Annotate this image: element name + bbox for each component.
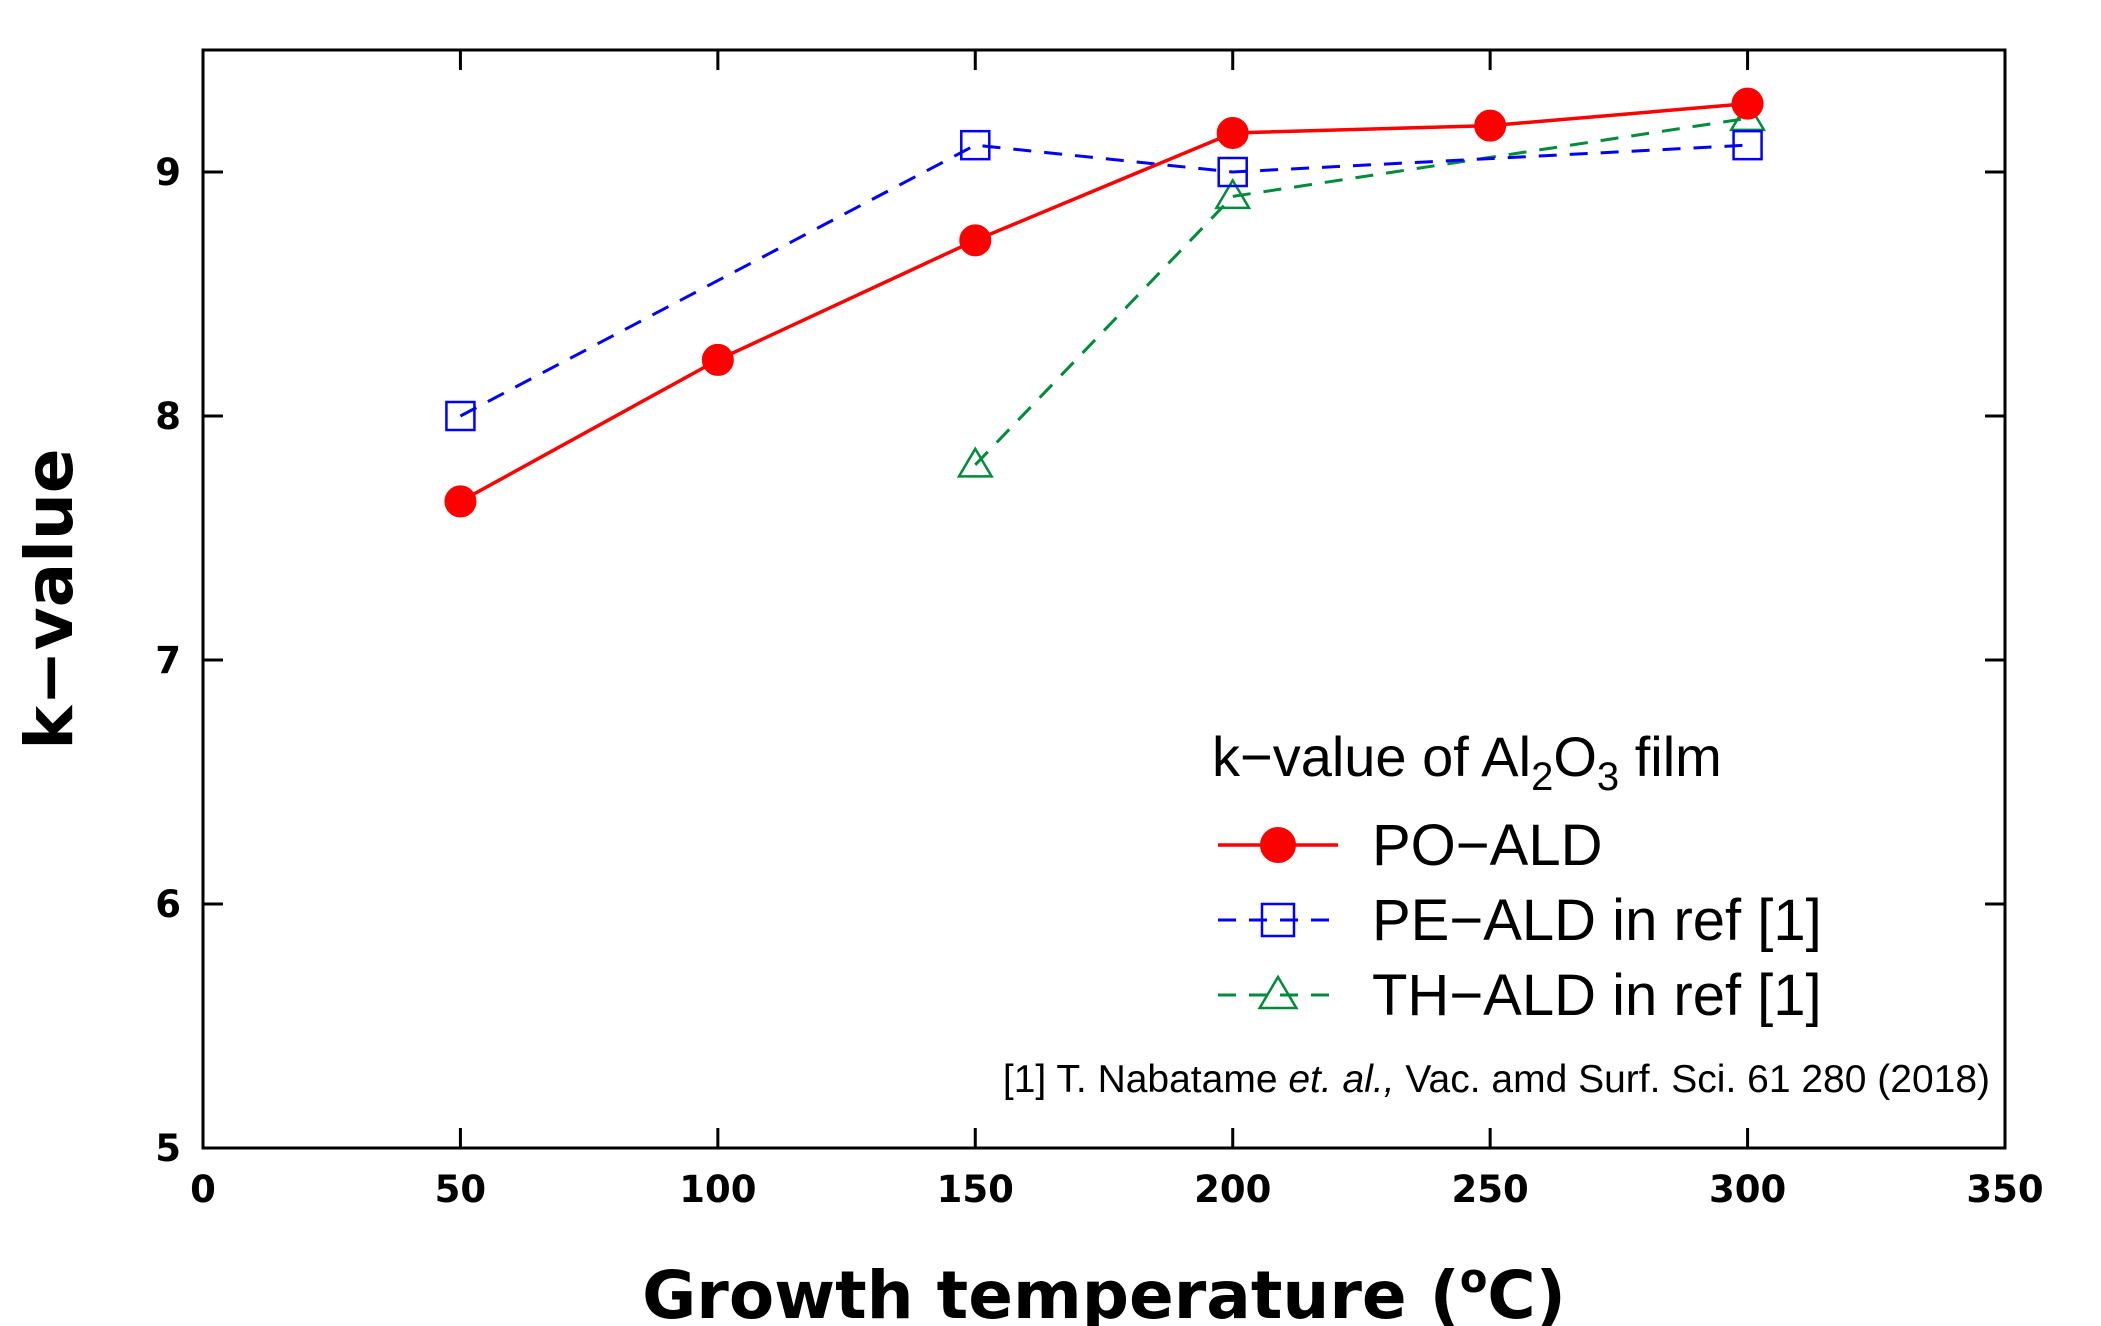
data-point-circle xyxy=(959,224,992,257)
plot-frame xyxy=(201,48,2007,1150)
legend-title: k−value of Al2O3 film xyxy=(1212,725,1722,799)
data-point-circle xyxy=(1216,116,1249,149)
legend-entry: TH−ALD in ref [1] xyxy=(1218,963,1822,1028)
data-point-square xyxy=(1217,156,1248,188)
y-tick-label: 9 xyxy=(155,151,181,194)
legend-title-sub2: 3 xyxy=(1597,755,1619,799)
reference-note-prefix: [1] T. Nabatame xyxy=(1003,1058,1288,1101)
y-tick-label: 5 xyxy=(155,1127,181,1170)
y-tick-label: 6 xyxy=(155,883,181,926)
legend-title-prefix: k−value of Al xyxy=(1212,725,1531,788)
y-tick-label: 7 xyxy=(155,639,181,682)
x-tick-label: 350 xyxy=(1966,1168,2043,1211)
legend-entry: PE−ALD in ref [1] xyxy=(1218,888,1822,953)
x-tick-label: 200 xyxy=(1194,1168,1271,1211)
x-axis-title: Growth temperature (oC) xyxy=(642,1256,1566,1326)
x-tick-label: 100 xyxy=(679,1168,756,1211)
y-axis-title: k−value xyxy=(11,448,88,749)
series-line xyxy=(459,143,1748,418)
legend-label: PE−ALD in ref [1] xyxy=(1372,888,1822,953)
x-axis-title-end: C) xyxy=(1487,1257,1566,1326)
x-tick-label: 0 xyxy=(190,1168,216,1211)
x-tick-label: 300 xyxy=(1709,1168,1786,1211)
data-point-circle xyxy=(444,485,477,518)
series-line xyxy=(974,116,1748,466)
data-point-circle xyxy=(1731,87,1764,120)
legend-entry: PO−ALD xyxy=(1218,813,1603,878)
reference-note: [1] T. Nabatame et. al., Vac. amd Surf. … xyxy=(1003,1058,1990,1101)
legend-title-sub1: 2 xyxy=(1531,755,1553,799)
data-point-triangle xyxy=(956,446,994,478)
x-axis-title-main: Growth temperature ( xyxy=(642,1257,1460,1326)
x-tick-label: 50 xyxy=(435,1168,487,1211)
legend-label: PO−ALD xyxy=(1372,813,1603,878)
series-layer xyxy=(444,87,1767,518)
reference-note-italic: et. al., xyxy=(1288,1058,1394,1101)
data-point-square xyxy=(1260,902,1296,938)
legend: k−value of Al2O3 film PO−ALD PE−ALD in re… xyxy=(1212,725,1822,1028)
data-point-circle xyxy=(1474,109,1507,142)
series-1 xyxy=(445,129,1763,432)
data-point-circle xyxy=(1260,827,1296,863)
legend-label: TH−ALD in ref [1] xyxy=(1372,963,1822,1028)
reference-note-suffix: Vac. amd Surf. Sci. 61 280 (2018) xyxy=(1395,1058,1990,1101)
data-point-triangle xyxy=(1214,177,1252,210)
data-point-circle xyxy=(701,343,734,376)
x-tick-label: 250 xyxy=(1452,1168,1529,1211)
series-0 xyxy=(444,87,1764,518)
ticks-layer: 0 50 100 150 200 250 300 350 5 6 7 8 9 xyxy=(155,50,2044,1211)
legend-title-suffix: film xyxy=(1619,725,1722,788)
data-point-triangle xyxy=(1257,974,1299,1010)
series-line xyxy=(459,101,1748,503)
y-tick-label: 8 xyxy=(155,395,181,438)
data-point-square xyxy=(1732,129,1763,161)
legend-title-mid: O xyxy=(1553,725,1597,788)
series-2 xyxy=(956,99,1767,478)
legend-entries: PO−ALD PE−ALD in ref [1] TH−ALD in ref [1] xyxy=(1218,813,1822,1028)
x-tick-label: 150 xyxy=(937,1168,1014,1211)
data-point-square xyxy=(445,400,476,432)
data-point-square xyxy=(960,129,991,161)
x-axis-title-degree: o xyxy=(1460,1256,1487,1302)
